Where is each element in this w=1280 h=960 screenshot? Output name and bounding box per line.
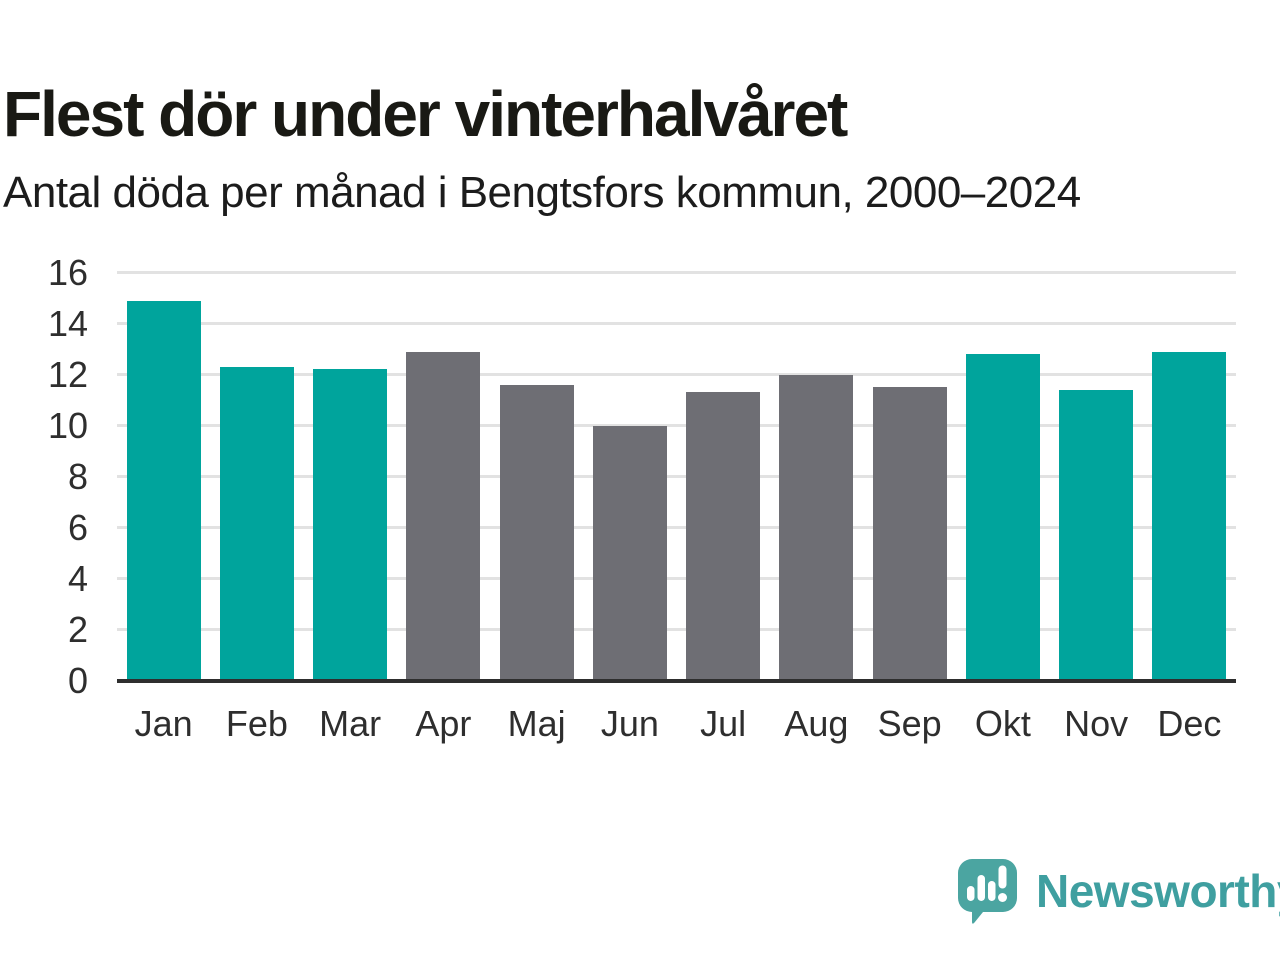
bar-apr xyxy=(406,351,481,681)
y-tick-label: 8 xyxy=(67,455,88,497)
y-tick-label: 6 xyxy=(67,506,88,548)
chart-title: Flest dör under vinterhalvåret xyxy=(3,77,848,150)
x-tick-label: Jan xyxy=(134,703,193,744)
gridline-6 xyxy=(117,526,1236,529)
y-tick-label: 12 xyxy=(47,353,88,395)
bar-jun xyxy=(592,425,667,681)
gridline-16 xyxy=(117,271,1236,274)
y-tick-label: 10 xyxy=(47,404,88,446)
bar-jan xyxy=(126,300,201,681)
x-tick-label: Apr xyxy=(415,703,472,744)
x-tick-label: Aug xyxy=(784,703,849,744)
bar-maj xyxy=(499,384,574,681)
gridline-12 xyxy=(117,373,1236,376)
y-tick-label: 16 xyxy=(47,251,88,293)
x-tick-label: Dec xyxy=(1157,703,1222,744)
bar-mar xyxy=(313,369,388,681)
gridline-2 xyxy=(117,628,1236,631)
newsworthy-logo-text: Newsworthy xyxy=(1036,865,1280,917)
x-tick-label: Jun xyxy=(600,703,659,744)
bar-jul xyxy=(686,392,761,681)
y-tick-label: 14 xyxy=(47,302,88,344)
gridline-8 xyxy=(117,475,1236,478)
x-tick-label: Nov xyxy=(1064,703,1129,744)
bar-sep xyxy=(872,387,947,681)
x-axis-line xyxy=(117,678,1236,683)
bar-dec xyxy=(1152,351,1227,681)
y-tick-label: 2 xyxy=(67,608,88,650)
y-tick-label: 4 xyxy=(67,557,88,599)
x-tick-label: Jul xyxy=(700,703,747,744)
x-tick-label: Maj xyxy=(507,703,566,744)
gridline-14 xyxy=(117,322,1236,325)
y-tick-label: 0 xyxy=(67,659,88,701)
bar-okt xyxy=(965,354,1040,681)
newsworthy-logo: Newsworthy xyxy=(956,858,1280,924)
chart-subtitle: Antal döda per månad i Bengtsfors kommun… xyxy=(3,168,1081,217)
x-tick-label: Mar xyxy=(319,703,382,744)
gridline-10 xyxy=(117,424,1236,427)
x-tick-label: Okt xyxy=(974,703,1031,744)
newsworthy-logo-icon xyxy=(958,859,1017,924)
x-tick-label: Feb xyxy=(225,703,288,744)
bar-nov xyxy=(1059,389,1134,681)
x-tick-label: Sep xyxy=(877,703,942,744)
bar-feb xyxy=(219,366,294,681)
gridline-4 xyxy=(117,577,1236,580)
bar-aug xyxy=(779,374,854,681)
